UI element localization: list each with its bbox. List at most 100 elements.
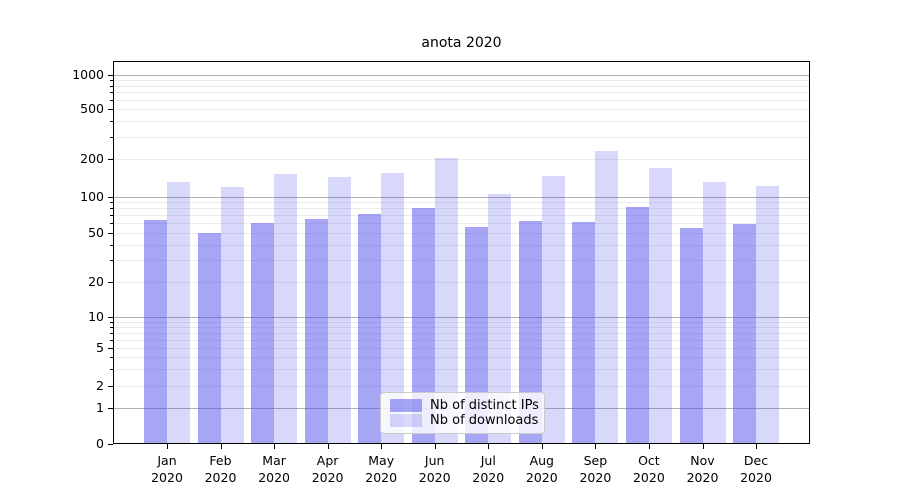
y-axis-minor-tick — [110, 159, 113, 160]
x-axis-tick — [381, 444, 383, 449]
y-axis-tick — [108, 408, 113, 409]
bar-downloads — [756, 185, 779, 444]
month-label: Sep — [583, 453, 608, 468]
grid-line-minor — [113, 92, 810, 94]
grid-line-minor — [113, 136, 810, 138]
y-axis-tick-label: 5 — [96, 339, 104, 355]
grid-line-minor — [113, 369, 810, 370]
x-axis-tick — [274, 444, 276, 449]
month-label: Aug — [529, 453, 554, 468]
y-axis-minor-tick — [110, 369, 113, 370]
x-axis-tick — [541, 444, 543, 449]
legend-label-distinct-ips: Nb of distinct IPs — [430, 398, 539, 413]
x-axis-tick — [648, 444, 650, 449]
bar-downloads — [648, 168, 672, 444]
y-axis-tick-label: 1 — [96, 400, 104, 415]
bar-downloads — [702, 182, 726, 444]
year-label: 2020 — [740, 470, 772, 485]
month-label: Jun — [424, 453, 445, 468]
y-axis-tick — [108, 196, 113, 198]
month-label: Feb — [209, 453, 232, 468]
grid-line-minor — [113, 282, 810, 283]
y-axis-minor-tick — [110, 108, 113, 110]
year-label: 2020 — [418, 470, 451, 485]
month-label: Nov — [690, 453, 715, 468]
grid-line-minor — [113, 260, 810, 262]
y-axis-minor-tick — [110, 92, 113, 94]
y-axis-minor-tick — [110, 357, 113, 359]
legend-item-downloads: Nb of downloads — [390, 413, 539, 428]
year-label: 2020 — [311, 470, 344, 485]
x-axis-tick-label: Nov 2020 — [671, 452, 735, 486]
y-axis-minor-tick — [110, 208, 113, 210]
y-axis-tick-label: 200 — [80, 151, 104, 166]
grid-line-minor — [113, 321, 810, 323]
y-axis-tick-label: 10 — [88, 308, 104, 324]
grid-line-minor — [113, 108, 810, 110]
y-axis-minor-tick — [110, 121, 113, 123]
grid-line-minor — [113, 215, 810, 217]
grid-line-minor — [113, 357, 810, 359]
y-axis-minor-tick — [110, 99, 113, 101]
bar-distinct-ips — [304, 219, 328, 444]
x-axis-tick — [327, 444, 329, 449]
grid-line-minor — [113, 339, 810, 341]
x-axis-tick — [702, 444, 704, 449]
x-axis-tick — [167, 444, 168, 449]
year-label: 2020 — [365, 470, 398, 485]
legend: Nb of distinct IPs Nb of downloads — [380, 392, 545, 434]
year-label: 2020 — [525, 470, 558, 485]
grid-line-major — [113, 316, 810, 318]
y-axis-tick-label: 20 — [88, 274, 104, 289]
y-axis-minor-tick — [110, 223, 113, 225]
grid-line-major — [113, 196, 810, 198]
bar-distinct-ips — [144, 220, 167, 444]
bar-distinct-ips — [358, 213, 382, 444]
y-axis-minor-tick — [110, 136, 113, 138]
bar-downloads — [327, 176, 351, 444]
bar-distinct-ips — [197, 233, 221, 444]
bar-downloads — [167, 182, 190, 444]
bar-downloads — [434, 158, 458, 444]
y-axis-tick — [108, 316, 113, 318]
x-axis-tick-label: Apr 2020 — [296, 452, 360, 486]
grid-line-minor — [113, 99, 810, 101]
y-axis-minor-tick — [110, 85, 113, 87]
bar-downloads — [274, 173, 298, 444]
x-axis-tick-label: Mar 2020 — [242, 452, 306, 486]
bar-distinct-ips — [465, 227, 489, 444]
y-axis-tick-label: 50 — [88, 225, 104, 240]
grid-line-minor — [113, 223, 810, 225]
bar-distinct-ips — [733, 224, 756, 444]
month-label: Jan — [157, 453, 177, 468]
grid-line-major — [113, 74, 810, 76]
y-axis-tick-label: 500 — [80, 100, 104, 116]
year-label: 2020 — [579, 470, 612, 485]
grid-line-minor — [113, 208, 810, 210]
month-label: Dec — [743, 453, 769, 468]
month-label: Mar — [262, 453, 286, 468]
bar-downloads — [541, 175, 565, 444]
year-label: 2020 — [632, 470, 665, 485]
y-axis-minor-tick — [110, 233, 113, 234]
x-axis-tick-label: Oct 2020 — [617, 452, 681, 486]
y-axis-minor-tick — [110, 321, 113, 323]
y-axis-minor-tick — [110, 244, 113, 246]
grid-line-minor — [113, 121, 810, 123]
y-axis-minor-tick — [110, 347, 113, 349]
y-axis-minor-tick — [110, 332, 113, 334]
year-label: 2020 — [204, 470, 237, 485]
month-label: Jul — [480, 453, 496, 468]
month-label: Apr — [316, 453, 339, 468]
bar-distinct-ips — [411, 207, 435, 444]
x-axis-tick — [434, 444, 436, 449]
legend-label-downloads: Nb of downloads — [430, 413, 539, 428]
grid-line-minor — [113, 202, 810, 204]
legend-item-distinct-ips: Nb of distinct IPs — [390, 398, 539, 413]
y-axis-minor-tick — [110, 282, 113, 283]
grid-line-minor — [113, 85, 810, 87]
x-axis-tick-label: Aug 2020 — [510, 452, 574, 486]
legend-swatch-distinct-ips — [390, 399, 422, 412]
bar-downloads — [220, 187, 244, 444]
